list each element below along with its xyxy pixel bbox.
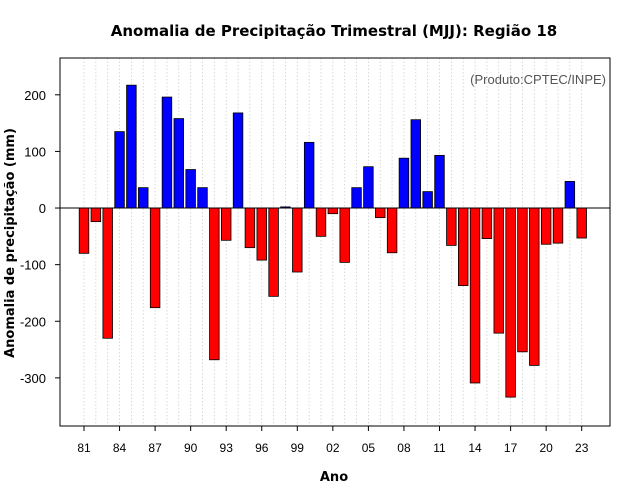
x-axis: 81 84 87 90 93 96 99 02 05 08 11 14 17 20 23 (77, 426, 589, 455)
bar-2013 (457, 207, 469, 286)
bar-1996 (256, 207, 267, 261)
bar-2020 (540, 207, 552, 245)
x-axis-title: Ano (320, 470, 348, 485)
bar-1985 (126, 84, 137, 209)
x-tick-label: 90 (184, 441, 198, 455)
bar-2021 (552, 207, 564, 244)
y-tick-label: 100 (24, 144, 46, 159)
bar-2017 (505, 207, 516, 398)
x-tick-label: 20 (539, 441, 553, 455)
x-tick-label: 93 (220, 441, 234, 455)
x-tick-label: 05 (362, 441, 376, 455)
bar-2005 (363, 166, 374, 209)
bar-1988 (161, 96, 173, 209)
x-tick-label: 81 (77, 441, 91, 455)
bar-2019 (529, 207, 540, 366)
y-tick-label: 0 (39, 201, 46, 216)
x-tick-label: 99 (291, 441, 305, 455)
bar-1991 (197, 187, 208, 209)
x-tick-label: 08 (397, 441, 411, 455)
bar-1981 (78, 207, 90, 254)
bar-2006 (375, 207, 386, 219)
y-axis: -300 -200 -100 0 100 200 (20, 88, 60, 386)
y-axis-title: Anomalia de precipitação (mm) (3, 128, 18, 358)
x-tick-label: 84 (113, 441, 127, 455)
bar-1986 (138, 187, 149, 209)
x-tick-label: 23 (575, 441, 589, 455)
bar-1984 (114, 131, 125, 209)
bar-2009 (410, 119, 422, 209)
bar-2001 (315, 207, 327, 237)
bar-2016 (493, 207, 504, 334)
bar-2023 (576, 207, 587, 239)
bar-1990 (185, 169, 196, 209)
bar-2010 (422, 191, 433, 209)
bar-2011 (434, 154, 445, 209)
x-tick-label: 96 (255, 441, 269, 455)
bar-2014 (469, 207, 481, 384)
y-tick-label: -100 (20, 258, 46, 273)
x-tick-label: 11 (433, 441, 446, 455)
bar-1992 (209, 207, 220, 361)
x-tick-label: 17 (504, 441, 518, 455)
bar-2000 (303, 141, 315, 209)
x-tick-label: 87 (148, 441, 162, 455)
bar-1983 (102, 207, 113, 339)
plot-frame (59, 57, 611, 427)
bars (78, 84, 587, 398)
bar-1989 (173, 118, 185, 209)
bar-1994 (232, 112, 244, 209)
y-tick-label: 200 (24, 88, 46, 103)
bar-1993 (220, 207, 232, 241)
bar-2008 (398, 157, 410, 209)
bar-2003 (339, 207, 350, 263)
x-tick-label: 14 (468, 441, 482, 455)
bar-2007 (386, 207, 398, 254)
y-tick-label: -200 (20, 314, 46, 329)
x-tick-label: 02 (326, 441, 340, 455)
chart-title: Anomalia de Precipitação Trimestral (MJJ… (111, 22, 557, 40)
bar-2015 (481, 207, 493, 240)
bar-2004 (351, 187, 362, 209)
bar-1997 (268, 207, 279, 297)
bar-1987 (149, 207, 161, 309)
bar-2012 (446, 207, 457, 246)
y-tick-label: -300 (20, 371, 46, 386)
credit-label: (Produto:CPTEC/INPE) (470, 72, 606, 87)
bar-1995 (244, 207, 256, 249)
bar-1999 (292, 207, 303, 273)
bar-1982 (90, 207, 102, 223)
bar-2002 (327, 207, 339, 215)
bar-2018 (517, 207, 528, 353)
bar-2022 (564, 181, 576, 209)
